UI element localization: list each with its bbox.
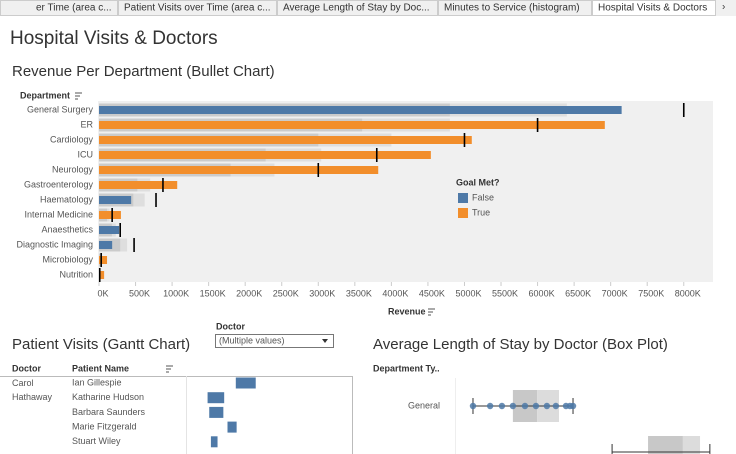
- tab[interactable]: [0, 0, 118, 16]
- bar: [99, 271, 105, 279]
- data-point: [509, 402, 517, 410]
- x-tick-label: 6500K: [565, 288, 591, 298]
- legend-swatch: [458, 208, 468, 218]
- tab[interactable]: [592, 0, 716, 16]
- bar: [99, 151, 431, 159]
- gantt-bar: [210, 436, 218, 448]
- bar: [99, 196, 132, 204]
- gantt-bar: [207, 392, 225, 404]
- x-tick-label: 5000K: [455, 288, 481, 298]
- filter-dropdown[interactable]: [215, 334, 334, 348]
- y-tick-label: General Surgery: [27, 104, 94, 114]
- y-tick-label: Nutrition: [59, 269, 93, 279]
- data-point: [543, 402, 551, 410]
- chart-title: Revenue Per Department (Bullet Chart): [12, 63, 275, 80]
- legend-label: True: [472, 207, 490, 217]
- y-tick-label: Cardiology: [50, 134, 94, 144]
- data-point: [532, 402, 540, 410]
- x-tick-label: 8000K: [675, 288, 701, 298]
- x-tick-label: 4500K: [419, 288, 445, 298]
- patient-name: Barbara Saunders: [72, 407, 146, 417]
- filter-value: (Multiple values): [219, 335, 285, 345]
- y-tick-label: Microbiology: [42, 254, 93, 264]
- legend-swatch: [458, 193, 468, 203]
- column-header: Doctor: [12, 363, 41, 373]
- filter-label: Doctor: [216, 321, 245, 331]
- tab-label: er Time (area c...: [36, 3, 112, 14]
- bar: [99, 211, 121, 219]
- x-tick-label: 3500K: [346, 288, 372, 298]
- x-tick-label: 6000K: [529, 288, 555, 298]
- y-tick-label: ER: [80, 119, 93, 129]
- bar: [99, 241, 113, 249]
- column-header: Patient Name: [72, 363, 129, 373]
- box-upper: [682, 436, 701, 454]
- tab[interactable]: [277, 0, 438, 16]
- y-tick-label: Diagnostic Imaging: [16, 239, 93, 249]
- x-tick-label: 7000K: [602, 288, 628, 298]
- bar: [99, 136, 472, 144]
- chart-title: Patient Visits (Gantt Chart): [12, 336, 190, 353]
- legend-label: False: [472, 192, 494, 202]
- tab-label: Average Length of Stay by Doc...: [283, 3, 430, 14]
- bar: [99, 181, 178, 189]
- row-label: General: [408, 400, 440, 410]
- x-tick-label: 2500K: [273, 288, 299, 298]
- patient-name: Marie Fitzgerald: [72, 421, 137, 431]
- x-axis-label: Revenue: [388, 306, 426, 316]
- data-point: [569, 402, 577, 410]
- y-axis-label: Department: [20, 90, 70, 100]
- tab[interactable]: [118, 0, 277, 16]
- chart-title: Average Length of Stay by Doctor (Box Pl…: [373, 336, 668, 353]
- x-tick-label: 5500K: [492, 288, 518, 298]
- tab-label: Minutes to Service (histogram): [444, 3, 580, 14]
- x-tick-label: 4000K: [382, 288, 408, 298]
- y-tick-label: Internal Medicine: [24, 209, 93, 219]
- y-tick-label: Neurology: [52, 164, 94, 174]
- tab-scroll-right[interactable]: ›: [722, 2, 725, 13]
- legend-title: Goal Met?: [456, 177, 500, 187]
- tab-label: Patient Visits over Time (area c...: [124, 3, 271, 14]
- gantt-bar: [227, 421, 237, 433]
- data-point: [552, 402, 560, 410]
- tab-label: Hospital Visits & Doctors: [598, 3, 707, 14]
- x-tick-label: 2000K: [236, 288, 262, 298]
- sort-icon[interactable]: [75, 92, 82, 100]
- doctor-cell: Carol Hathaway: [12, 378, 53, 402]
- row-header: Department Ty..: [373, 363, 440, 373]
- y-tick-label: ICU: [78, 149, 94, 159]
- sort-icon[interactable]: [166, 365, 173, 373]
- tab[interactable]: [438, 0, 592, 16]
- data-point: [498, 402, 506, 410]
- gantt-bar: [235, 377, 256, 389]
- bar: [99, 256, 108, 264]
- bar: [99, 106, 622, 114]
- bar: [99, 166, 379, 174]
- x-tick-label: 0K: [97, 288, 108, 298]
- patient-name: Stuart Wiley: [72, 436, 121, 446]
- gantt-bar: [209, 406, 224, 418]
- bar: [99, 226, 120, 234]
- dropdown-arrow: [322, 339, 328, 343]
- sort-icon[interactable]: [428, 308, 435, 316]
- data-point: [486, 402, 494, 410]
- x-tick-label: 500K: [129, 288, 150, 298]
- y-tick-label: Anaesthetics: [41, 224, 93, 234]
- x-tick-label: 3000K: [309, 288, 335, 298]
- y-tick-label: Gastroenterology: [24, 179, 94, 189]
- patient-name: Katharine Hudson: [72, 392, 144, 402]
- dashboard-title: Hospital Visits & Doctors: [10, 28, 218, 49]
- box-lower: [648, 436, 683, 454]
- patient-name: Ian Gillespie: [72, 377, 122, 387]
- x-tick-label: 1000K: [163, 288, 189, 298]
- data-point: [469, 402, 477, 410]
- doctor-name: Carol Hathaway: [12, 378, 53, 402]
- x-tick-label: 1500K: [200, 288, 226, 298]
- bar: [99, 121, 605, 129]
- x-tick-label: 7500K: [638, 288, 664, 298]
- data-point: [521, 402, 529, 410]
- y-tick-label: Haematology: [40, 194, 94, 204]
